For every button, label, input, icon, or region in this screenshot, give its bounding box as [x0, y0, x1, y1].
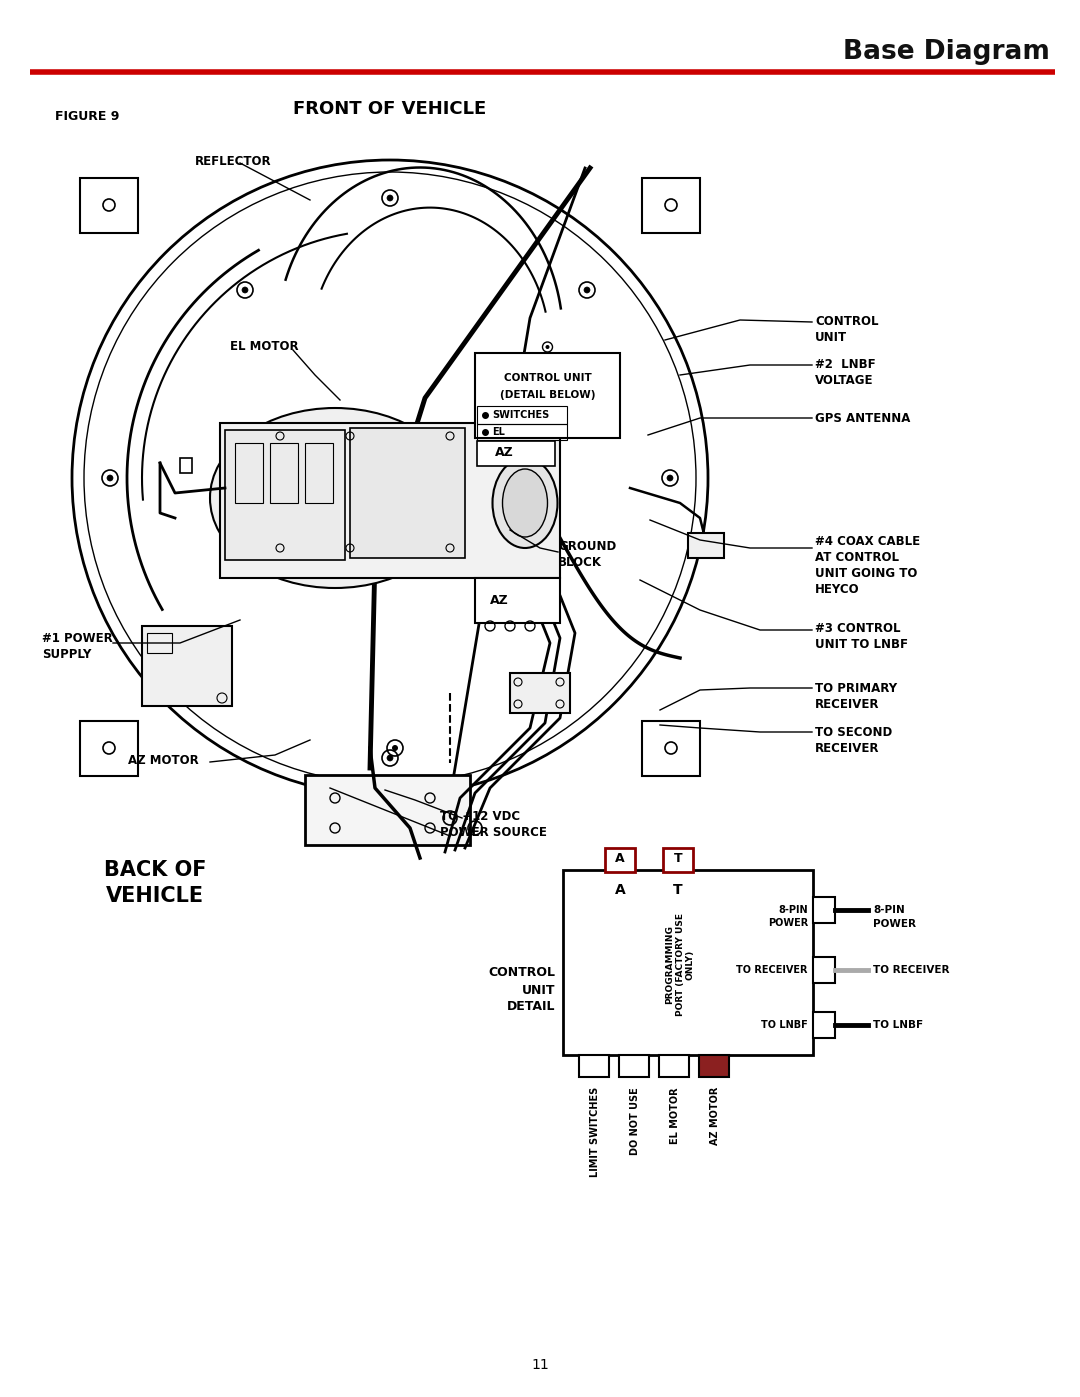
- Text: TO RECEIVER: TO RECEIVER: [737, 965, 808, 975]
- Bar: [80, 177, 138, 233]
- Bar: [80, 721, 138, 775]
- Text: TO SECOND
RECEIVER: TO SECOND RECEIVER: [815, 726, 892, 754]
- Circle shape: [387, 196, 393, 201]
- Bar: [235, 443, 264, 503]
- Text: GPS ANTENNA: GPS ANTENNA: [815, 412, 910, 425]
- Text: #4 COAX CABLE
AT CONTROL
UNIT GOING TO
HEYCO: #4 COAX CABLE AT CONTROL UNIT GOING TO H…: [815, 535, 920, 597]
- Text: A: A: [616, 852, 625, 866]
- Text: BACK OF: BACK OF: [104, 861, 206, 880]
- Text: Base Diagram: Base Diagram: [843, 39, 1050, 66]
- Text: TO LNBF: TO LNBF: [761, 1020, 808, 1030]
- Text: AZ MOTOR: AZ MOTOR: [129, 754, 199, 767]
- Text: CONTROL UNIT: CONTROL UNIT: [503, 373, 592, 383]
- Bar: [477, 407, 567, 425]
- Text: 8-PIN: 8-PIN: [779, 905, 808, 915]
- Ellipse shape: [492, 458, 557, 548]
- Text: LIMIT SWITCHES: LIMIT SWITCHES: [590, 1087, 600, 1178]
- Ellipse shape: [502, 469, 548, 536]
- Text: A: A: [615, 883, 625, 897]
- Bar: [147, 633, 172, 652]
- Text: TO LNBF: TO LNBF: [873, 1020, 923, 1030]
- Text: TO RECEIVER: TO RECEIVER: [873, 965, 949, 975]
- Bar: [270, 443, 298, 503]
- Bar: [642, 721, 700, 775]
- Text: TO PRIMARY
RECEIVER: TO PRIMARY RECEIVER: [815, 682, 897, 711]
- Text: (DETAIL BELOW): (DETAIL BELOW): [500, 390, 595, 400]
- Bar: [477, 441, 555, 467]
- Bar: [663, 848, 693, 872]
- Circle shape: [667, 475, 673, 481]
- Text: #2  LNBF
VOLTAGE: #2 LNBF VOLTAGE: [815, 358, 876, 387]
- Text: 8-PIN: 8-PIN: [873, 905, 905, 915]
- Text: #1 POWER
SUPPLY: #1 POWER SUPPLY: [42, 631, 112, 661]
- Bar: [180, 458, 192, 474]
- Bar: [563, 870, 813, 1055]
- Bar: [813, 957, 835, 983]
- Text: T: T: [674, 852, 683, 866]
- Text: TO +12 VDC
POWER SOURCE: TO +12 VDC POWER SOURCE: [440, 810, 546, 840]
- Text: CONTROL
UNIT
DETAIL: CONTROL UNIT DETAIL: [488, 967, 555, 1013]
- Text: GROUND
BLOCK: GROUND BLOCK: [558, 541, 617, 569]
- Text: POWER: POWER: [768, 918, 808, 928]
- Bar: [813, 1011, 835, 1038]
- Circle shape: [545, 345, 550, 349]
- Text: DO NOT USE: DO NOT USE: [630, 1087, 640, 1155]
- Bar: [579, 1055, 609, 1077]
- Bar: [510, 673, 570, 712]
- Bar: [220, 423, 561, 578]
- Text: AZ: AZ: [495, 447, 514, 460]
- Bar: [305, 443, 333, 503]
- Bar: [642, 177, 700, 233]
- Bar: [688, 534, 724, 557]
- Bar: [699, 1055, 729, 1077]
- Circle shape: [107, 475, 113, 481]
- Circle shape: [387, 754, 393, 761]
- Bar: [475, 578, 561, 623]
- Text: VEHICLE: VEHICLE: [106, 886, 204, 907]
- Text: SWITCHES: SWITCHES: [492, 409, 550, 420]
- Bar: [477, 425, 567, 440]
- Text: FIGURE 9: FIGURE 9: [55, 110, 120, 123]
- Text: AZ: AZ: [490, 595, 509, 608]
- Bar: [350, 427, 465, 557]
- Text: CONTROL
UNIT: CONTROL UNIT: [815, 314, 878, 344]
- Text: T: T: [673, 883, 683, 897]
- Bar: [305, 775, 470, 845]
- Bar: [605, 848, 635, 872]
- Bar: [619, 1055, 649, 1077]
- Text: POWER: POWER: [873, 919, 916, 929]
- Ellipse shape: [210, 408, 460, 588]
- Text: REFLECTOR: REFLECTOR: [195, 155, 272, 168]
- Text: EL MOTOR: EL MOTOR: [670, 1087, 680, 1144]
- Text: EL: EL: [492, 427, 504, 437]
- Text: FRONT OF VEHICLE: FRONT OF VEHICLE: [294, 101, 487, 117]
- Text: AZ MOTOR: AZ MOTOR: [710, 1087, 720, 1146]
- Circle shape: [392, 745, 399, 752]
- Bar: [475, 353, 620, 439]
- Bar: [813, 897, 835, 923]
- Text: #3 CONTROL
UNIT TO LNBF: #3 CONTROL UNIT TO LNBF: [815, 622, 908, 651]
- Text: 11: 11: [531, 1358, 549, 1372]
- Circle shape: [584, 286, 590, 293]
- Circle shape: [242, 286, 248, 293]
- Bar: [225, 430, 345, 560]
- Text: EL MOTOR: EL MOTOR: [230, 339, 299, 353]
- Text: PROGRAMMING
PORT (FACTORY USE
ONLY): PROGRAMMING PORT (FACTORY USE ONLY): [665, 914, 694, 1017]
- Bar: [141, 626, 232, 705]
- Bar: [659, 1055, 689, 1077]
